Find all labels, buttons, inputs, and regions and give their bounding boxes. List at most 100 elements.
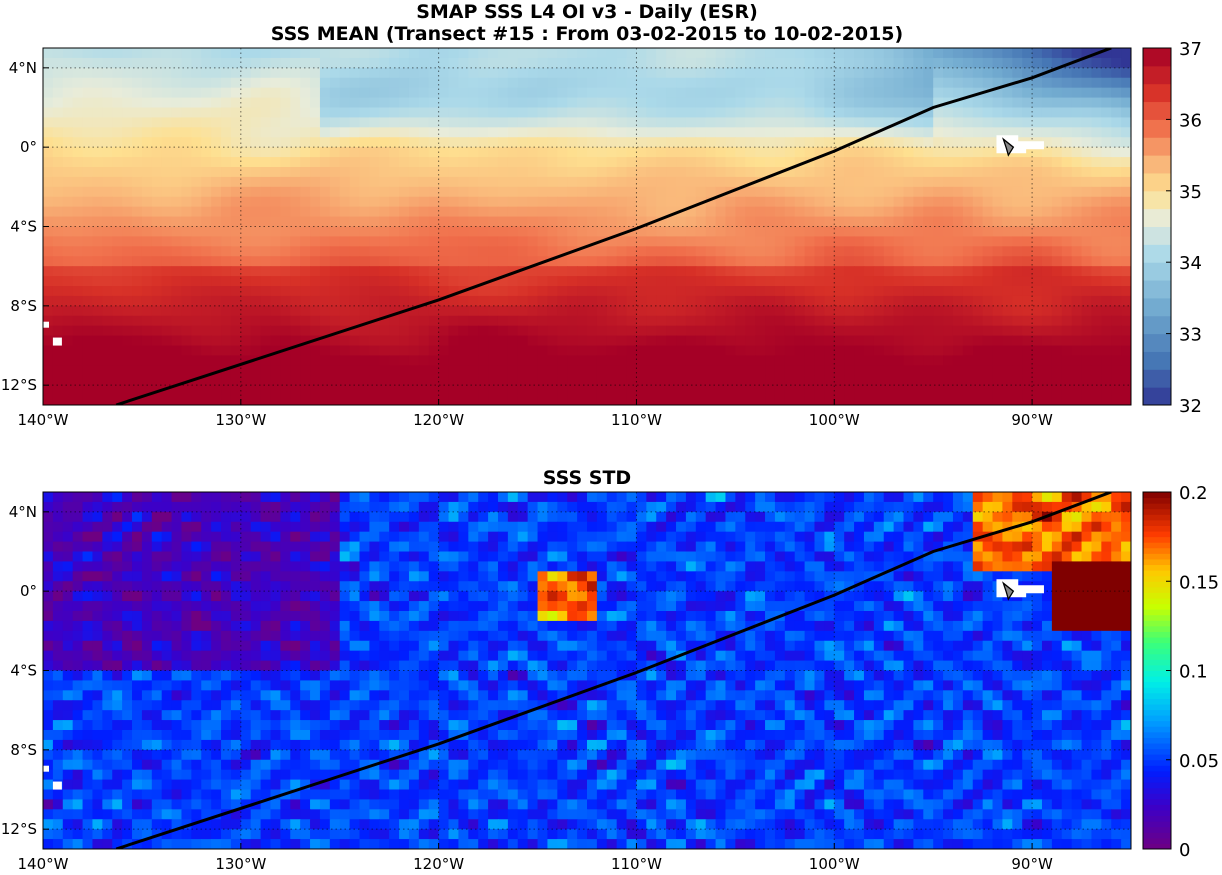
map-cell (52, 286, 64, 297)
map-cell (785, 405, 795, 416)
map-cell (725, 226, 736, 238)
map-cell (666, 216, 677, 228)
map-cell (547, 266, 558, 277)
map-cell (102, 551, 113, 563)
map-cell (517, 236, 529, 247)
map-cell (132, 531, 143, 543)
map-cell (567, 551, 578, 563)
map-cell (755, 137, 766, 148)
map-cell (488, 266, 499, 277)
map-cell (804, 206, 816, 218)
map-cell (62, 276, 74, 287)
map-cell (280, 365, 291, 376)
map-cell (418, 48, 430, 59)
map-cell (715, 325, 727, 337)
map-cell (468, 276, 479, 287)
map-cell (132, 157, 143, 168)
map-cell (448, 97, 460, 109)
map-cell (408, 286, 420, 297)
map-cell (339, 176, 351, 188)
map-cell (1091, 405, 1101, 416)
map-cell (883, 286, 895, 297)
map-cell (587, 77, 598, 89)
map-cell (1041, 345, 1053, 357)
map-cell (488, 157, 499, 168)
map-cell (82, 246, 94, 257)
map-cell (784, 561, 796, 572)
map-cell (1071, 295, 1083, 307)
map-cell (349, 216, 361, 228)
map-cell (844, 345, 855, 357)
map-cell (587, 315, 598, 327)
map-cell (428, 107, 440, 119)
map-cell (695, 325, 707, 337)
map-cell (201, 315, 212, 327)
map-cell (478, 521, 489, 533)
map-cell (854, 276, 865, 287)
map-cell (903, 236, 914, 247)
map-cell (132, 511, 143, 523)
map-cell (62, 365, 74, 376)
map-cell (240, 107, 252, 119)
map-cell (418, 365, 430, 376)
map-cell (240, 48, 252, 59)
map-cell (211, 325, 222, 337)
map-cell (161, 345, 173, 357)
map-cell (735, 226, 746, 238)
map-cell (587, 117, 598, 128)
map-cell (1111, 167, 1122, 178)
map-cell (962, 117, 974, 128)
map-cell (112, 325, 123, 337)
map-cell (1131, 108, 1141, 119)
map-cell (62, 492, 74, 503)
map-cell (903, 167, 914, 178)
map-cell (547, 385, 558, 396)
map-cell (92, 186, 103, 198)
map-cell (893, 492, 905, 503)
map-cell (844, 365, 855, 376)
map-cell (636, 226, 647, 238)
map-cell (319, 511, 331, 523)
map-cell (636, 561, 647, 572)
map-cell (982, 345, 994, 357)
map-cell (112, 67, 123, 79)
map-cell (349, 266, 361, 277)
map-cell (715, 176, 727, 188)
map-cell (923, 531, 934, 543)
map-cell (408, 541, 420, 553)
map-cell (171, 107, 183, 119)
map-cell (824, 97, 835, 109)
map-cell (1041, 385, 1053, 396)
map-cell (695, 501, 707, 513)
map-cell (923, 266, 934, 277)
map-cell (952, 216, 964, 228)
map-cell (1131, 217, 1141, 228)
map-cell (567, 48, 578, 59)
map-cell (389, 276, 400, 287)
map-cell (408, 305, 420, 317)
map-cell (913, 167, 924, 178)
map-cell (52, 216, 64, 228)
map-cell (43, 345, 54, 357)
map-cell (577, 375, 588, 386)
map-cell (221, 305, 232, 317)
map-cell (794, 501, 806, 513)
map-cell (438, 186, 450, 198)
map-cell (43, 147, 54, 158)
map-cell (418, 355, 430, 366)
map-cell (458, 511, 469, 523)
map-cell (359, 551, 370, 563)
map-cell (240, 127, 252, 138)
map-cell (438, 375, 450, 386)
map-cell (923, 206, 934, 218)
map-cell (962, 541, 974, 553)
map-cell (52, 167, 64, 178)
map-cell (893, 147, 905, 158)
map-cell (735, 57, 746, 69)
map-cell (596, 107, 608, 119)
map-cell (329, 335, 341, 347)
map-cell (993, 405, 1003, 416)
map-cell (774, 335, 786, 347)
map-cell (616, 216, 628, 228)
map-cell (844, 375, 855, 386)
